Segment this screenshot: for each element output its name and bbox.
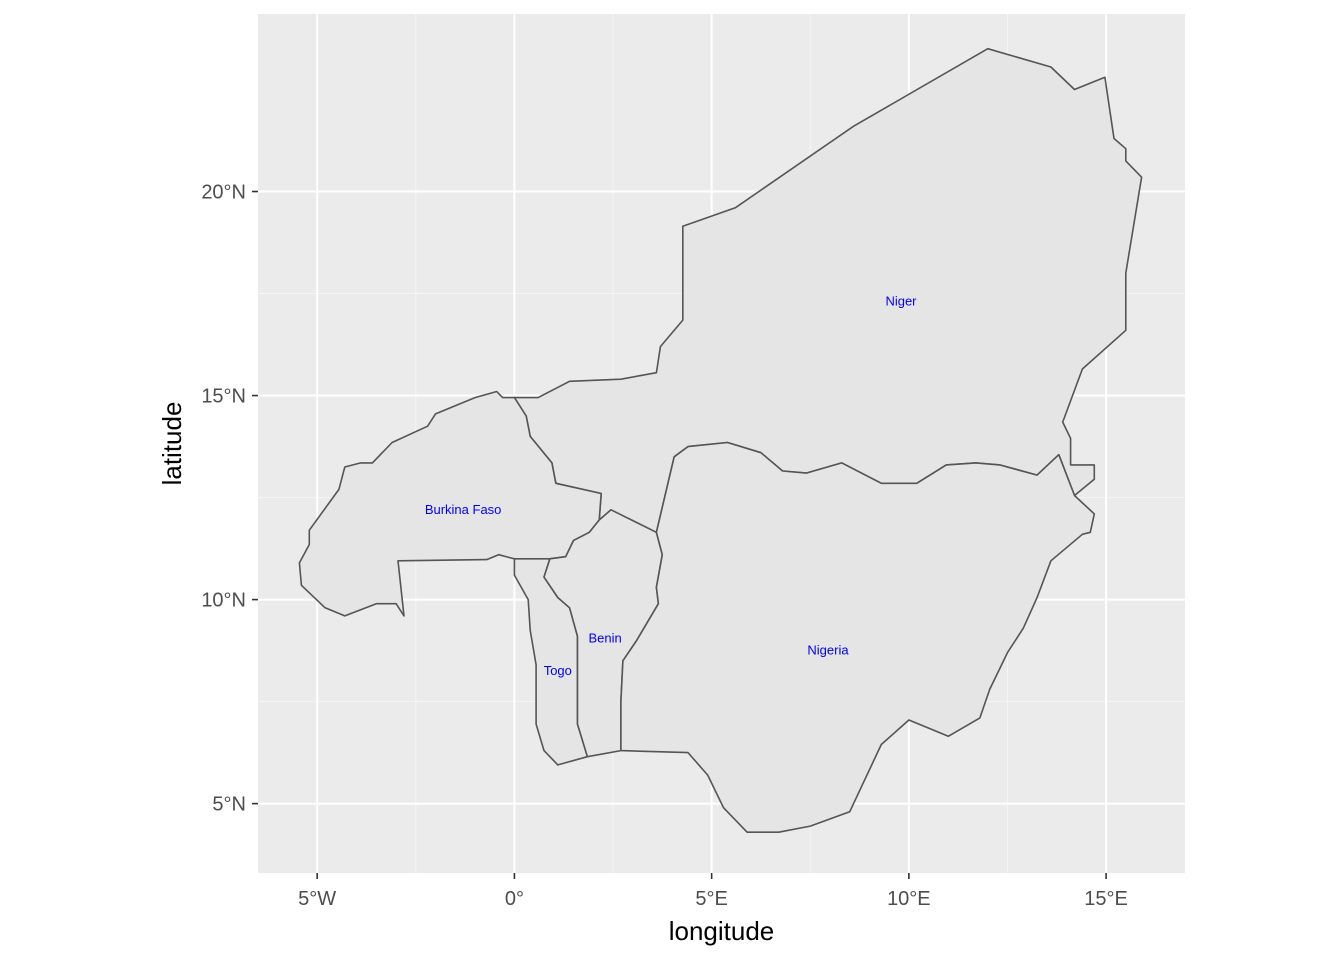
- y-tick-label: 15°N: [201, 386, 246, 408]
- x-tick-label: 10°E: [887, 888, 931, 910]
- x-tick-label: 0°: [505, 888, 524, 910]
- country-nigeria: [620, 441, 1096, 833]
- x-tick-label: 5°W: [298, 888, 336, 910]
- country-polygons: [298, 47, 1143, 833]
- x-tick-label: 15°E: [1084, 888, 1128, 910]
- y-axis-title: latitude: [157, 402, 187, 486]
- y-axis: 5°N 10°N 15°N 20°N: [201, 182, 258, 816]
- y-tick-label: 20°N: [201, 182, 246, 204]
- country-label-nigeria: Nigeria: [807, 643, 849, 658]
- country-label-burkina-faso: Burkina Faso: [425, 502, 502, 517]
- y-tick-label: 10°N: [201, 590, 246, 612]
- country-label-niger: Niger: [885, 294, 917, 309]
- country-label-benin: Benin: [589, 630, 622, 645]
- x-tick-label: 5°E: [695, 888, 727, 910]
- y-tick-label: 5°N: [212, 794, 246, 816]
- country-labels: Niger Burkina Faso Togo Benin Nigeria: [425, 294, 917, 678]
- x-axis-title: longitude: [669, 916, 775, 946]
- x-axis: 5°W 0° 5°E 10°E 15°E: [298, 873, 1128, 910]
- country-label-togo: Togo: [544, 663, 572, 678]
